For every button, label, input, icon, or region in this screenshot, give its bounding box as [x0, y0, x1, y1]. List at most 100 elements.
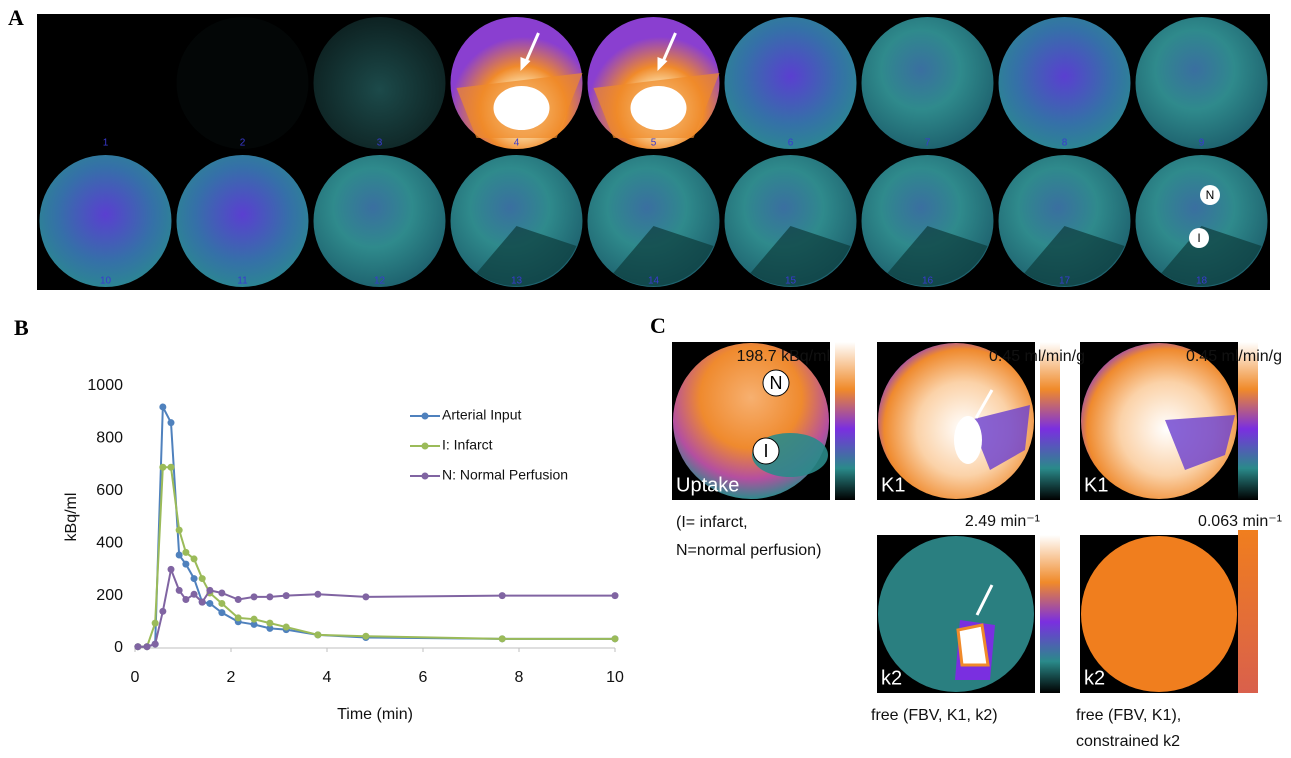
caption: free (FBV, K1, k2) — [871, 707, 998, 724]
polar-map — [999, 17, 1131, 149]
data-point — [159, 608, 166, 615]
frame-label: 6 — [788, 138, 794, 149]
data-point — [182, 561, 189, 568]
polar-map — [177, 17, 309, 149]
scale-label: 198.7 kBq/ml — [737, 348, 830, 365]
legend-marker — [422, 473, 429, 480]
data-point — [283, 624, 290, 631]
data-point — [612, 635, 619, 642]
data-point — [218, 600, 225, 607]
map-label: k2 — [1084, 667, 1105, 689]
data-point — [199, 599, 206, 606]
y-tick-label: 200 — [96, 587, 123, 604]
data-point — [218, 609, 225, 616]
data-point — [499, 592, 506, 599]
caption: constrained k2 — [1076, 733, 1180, 750]
data-point — [266, 593, 273, 600]
data-point — [176, 527, 183, 534]
frame-label: 10 — [100, 276, 112, 287]
marker-label: N — [1206, 188, 1215, 202]
data-point — [134, 643, 141, 650]
marker-label: I — [1197, 231, 1200, 245]
y-tick-label: 800 — [96, 430, 123, 447]
frame-label: 15 — [785, 276, 797, 287]
frame-label: 3 — [377, 138, 383, 149]
data-point — [191, 555, 198, 562]
x-tick-label: 2 — [227, 669, 236, 686]
data-point — [168, 419, 175, 426]
legend-label: Arterial Input — [442, 407, 521, 423]
polar-map — [177, 155, 309, 287]
y-tick-label: 1000 — [87, 377, 123, 394]
frame-label: 12 — [374, 276, 386, 287]
data-point — [266, 620, 273, 627]
data-point — [235, 614, 242, 621]
frame-label: 13 — [511, 276, 523, 287]
note: (I= infarct, — [676, 514, 748, 531]
scale-label: 0.45 ml/min/g — [989, 348, 1085, 365]
x-tick-label: 8 — [515, 669, 524, 686]
polar-map — [314, 17, 446, 149]
polar-map — [40, 17, 172, 149]
chart: 020040060080010000246810kBq/mlTime (min)… — [63, 377, 624, 723]
data-point — [176, 587, 183, 594]
frame-label: 1 — [103, 138, 109, 149]
polar-map — [314, 155, 446, 287]
frame-label: 18 — [1196, 276, 1208, 287]
marker-label: I — [763, 441, 768, 461]
data-point — [168, 566, 175, 573]
map-label: Uptake — [676, 474, 739, 496]
data-point — [314, 631, 321, 638]
series-line — [138, 467, 615, 646]
polar-map — [1136, 17, 1268, 149]
hot-core — [631, 86, 687, 130]
data-point — [612, 592, 619, 599]
data-point — [182, 549, 189, 556]
legend-label: N: Normal Perfusion — [442, 467, 568, 483]
frame-label: 11 — [237, 276, 248, 287]
y-axis-label: kBq/ml — [63, 493, 80, 542]
y-tick-label: 600 — [96, 482, 123, 499]
series-line — [138, 569, 615, 646]
data-point — [283, 592, 290, 599]
data-point — [362, 593, 369, 600]
data-point — [218, 589, 225, 596]
map-k2-free — [877, 535, 1060, 693]
frame-label: 5 — [651, 138, 657, 149]
note: N=normal perfusion) — [676, 542, 821, 559]
series-line — [138, 407, 615, 647]
x-tick-label: 6 — [419, 669, 428, 686]
data-point — [314, 591, 321, 598]
frame-label: 17 — [1059, 276, 1071, 287]
data-point — [144, 643, 151, 650]
data-point — [176, 551, 183, 558]
y-tick-label: 400 — [96, 534, 123, 551]
data-point — [251, 593, 258, 600]
data-point — [206, 587, 213, 594]
data-point — [199, 575, 206, 582]
scale-label: 2.49 min⁻¹ — [965, 513, 1040, 530]
data-point — [191, 575, 198, 582]
frame-label: 8 — [1062, 138, 1068, 149]
frame-label: 7 — [925, 138, 931, 149]
legend-marker — [422, 413, 429, 420]
map-k2-constrained — [1080, 530, 1258, 693]
data-point — [206, 600, 213, 607]
caption: free (FBV, K1), — [1076, 707, 1181, 724]
x-tick-label: 10 — [606, 669, 624, 686]
data-point — [362, 633, 369, 640]
hot-core — [494, 86, 550, 130]
y-tick-label: 0 — [114, 639, 123, 656]
panel-label: B — [14, 315, 29, 340]
legend-marker — [422, 443, 429, 450]
x-tick-label: 4 — [323, 669, 332, 686]
data-point — [182, 596, 189, 603]
legend-label: I: Infarct — [442, 437, 493, 453]
data-point — [159, 464, 166, 471]
data-point — [152, 620, 159, 627]
map-label: K1 — [881, 474, 905, 496]
scale-label: 0.063 min⁻¹ — [1198, 513, 1282, 530]
frame-label: 14 — [648, 276, 660, 287]
polar-map — [725, 17, 857, 149]
data-point — [191, 591, 198, 598]
